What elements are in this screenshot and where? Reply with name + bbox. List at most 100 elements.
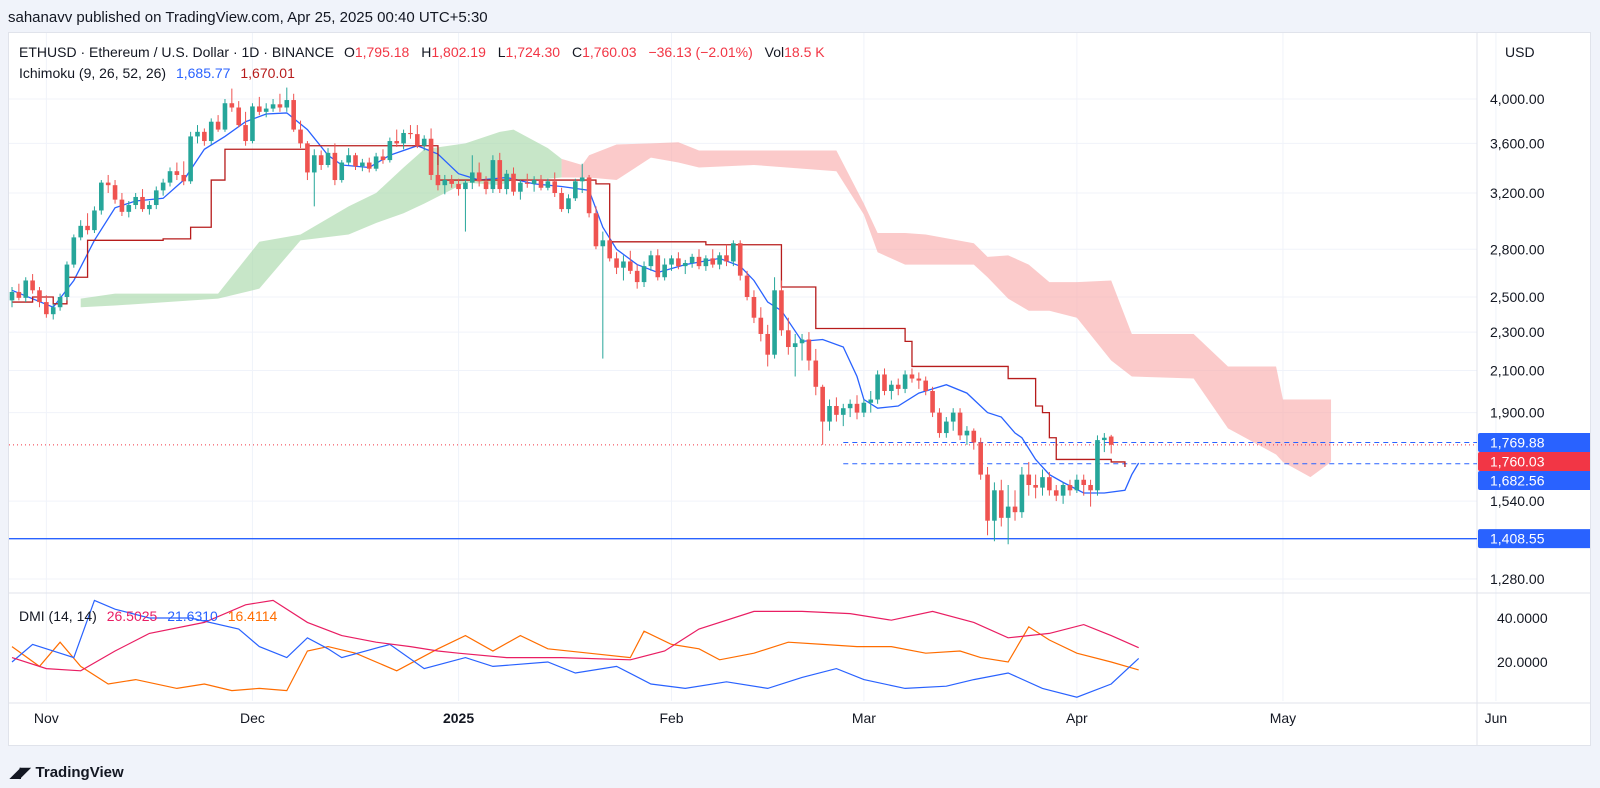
tenkan-line	[11, 112, 1140, 494]
candle	[229, 88, 235, 112]
candle-body	[408, 132, 413, 135]
candle	[483, 176, 489, 195]
candle-body	[305, 143, 310, 173]
candle	[270, 99, 276, 112]
candle	[882, 368, 887, 396]
legend-vol-label: Vol	[765, 44, 784, 60]
candle	[325, 148, 331, 168]
currency-label[interactable]: USD	[1505, 44, 1535, 60]
candle-body	[552, 181, 558, 194]
candle	[518, 180, 523, 200]
time-tick-label: Nov	[34, 710, 59, 726]
candle-body	[579, 177, 585, 182]
candle-body	[895, 384, 901, 389]
price-tick-label: 2,100.00	[1490, 362, 1545, 378]
candle-body	[78, 225, 83, 238]
candle	[50, 303, 56, 320]
candle	[195, 125, 200, 144]
candle	[566, 194, 571, 214]
candle-body	[442, 180, 448, 186]
candle-body	[380, 156, 386, 161]
candle-body	[600, 240, 606, 247]
candle-body	[119, 199, 125, 212]
candle	[490, 155, 496, 194]
candle-body	[30, 280, 35, 291]
candle-body	[181, 174, 187, 182]
candle	[751, 290, 757, 324]
legend-vol: 18.5 K	[784, 44, 825, 60]
price-label-text: 1,760.03	[1490, 453, 1545, 469]
candle-body	[593, 213, 599, 247]
candle	[305, 141, 310, 181]
price-label: 1,769.88	[1478, 432, 1590, 452]
candle-body	[1095, 440, 1100, 491]
candle-body	[840, 408, 846, 415]
candle-body	[325, 152, 331, 165]
candle-body	[717, 255, 722, 265]
candle-body	[243, 125, 248, 142]
candle-body	[105, 182, 111, 186]
candle-body	[346, 155, 351, 163]
candle-body	[813, 360, 819, 387]
price-tick-label: 1,900.00	[1490, 405, 1545, 421]
legend-close-label: C	[572, 44, 582, 60]
price-tick-label: 2,800.00	[1490, 241, 1545, 257]
candle-body	[71, 237, 77, 265]
candle	[105, 174, 111, 194]
candle	[1067, 479, 1073, 496]
candle	[696, 249, 702, 270]
candle-body	[215, 121, 221, 130]
candle-body	[669, 258, 674, 265]
candle	[889, 380, 894, 400]
candle	[792, 333, 798, 377]
candle-body	[765, 333, 770, 355]
price-label-box	[1478, 451, 1590, 471]
candle	[1040, 469, 1045, 496]
candle-body	[1088, 484, 1093, 491]
candle	[806, 332, 812, 371]
candle-body	[483, 181, 489, 190]
candle	[188, 131, 193, 184]
candle-body	[689, 256, 695, 264]
candle-body	[531, 180, 537, 184]
price-label: 1,682.56	[1478, 470, 1590, 490]
candle-body	[284, 100, 290, 108]
candle	[689, 253, 695, 268]
candle	[531, 176, 537, 192]
price-label-text: 1,682.56	[1490, 472, 1545, 488]
candle	[634, 264, 640, 289]
candle-body	[174, 171, 180, 175]
candle	[160, 178, 166, 196]
candle-body	[263, 108, 269, 112]
price-tick-label: 3,200.00	[1490, 185, 1545, 201]
price-label-box	[1478, 432, 1590, 452]
candle	[641, 261, 647, 288]
candle	[628, 250, 633, 275]
candle	[291, 93, 296, 132]
candle	[64, 261, 70, 301]
candle-body	[23, 280, 29, 298]
chart-frame[interactable]: 4,000.00 3,600.00 3,200.00 2,800.00 2,500.00…	[8, 32, 1591, 746]
candle-body	[1047, 477, 1052, 491]
candle	[243, 111, 248, 146]
candle-body	[394, 141, 400, 144]
candle-body	[1005, 506, 1011, 518]
candle	[387, 137, 393, 163]
candle	[277, 93, 283, 112]
chart-svg[interactable]: 4,000.00 3,600.00 3,200.00 2,800.00 2,500.00…	[9, 33, 1591, 746]
candle-body	[875, 374, 880, 400]
candle-body	[421, 138, 427, 146]
candle-body	[992, 490, 997, 521]
candle	[257, 96, 262, 116]
candle-body	[937, 412, 942, 434]
candle	[1108, 434, 1114, 454]
candle	[174, 162, 180, 181]
candle-body	[971, 430, 977, 443]
candle	[600, 231, 606, 359]
price-label-box	[1478, 470, 1590, 490]
candle	[524, 173, 530, 188]
candle-body	[634, 270, 640, 283]
candle-body	[463, 182, 468, 190]
candle-body	[985, 474, 990, 521]
candle-body	[1033, 484, 1038, 488]
